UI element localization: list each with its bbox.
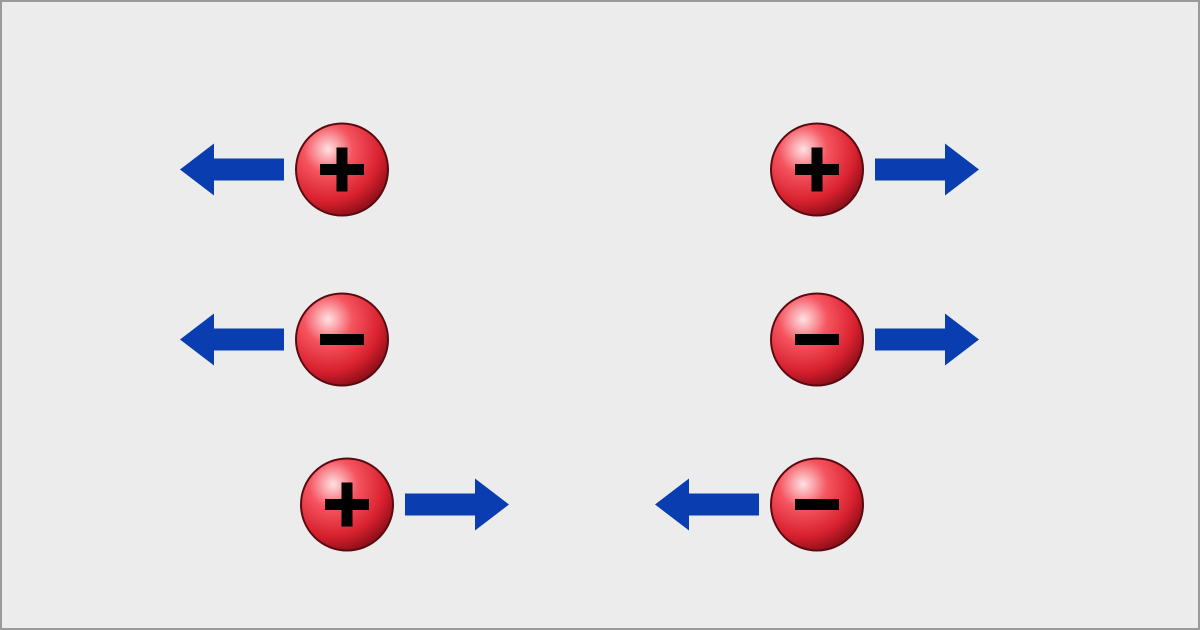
- force-arrow-left: [180, 314, 284, 371]
- negative-charge: [769, 292, 865, 393]
- force-arrow-left: [655, 479, 759, 536]
- force-arrow-right: [405, 479, 509, 536]
- positive-charge: [769, 122, 865, 223]
- negative-charge: [769, 457, 865, 558]
- negative-charge: [294, 292, 390, 393]
- charge-diagram: [0, 0, 1200, 630]
- force-arrow-right: [875, 144, 979, 201]
- force-arrow-left: [180, 144, 284, 201]
- force-arrow-right: [875, 314, 979, 371]
- positive-charge: [299, 457, 395, 558]
- positive-charge: [294, 122, 390, 223]
